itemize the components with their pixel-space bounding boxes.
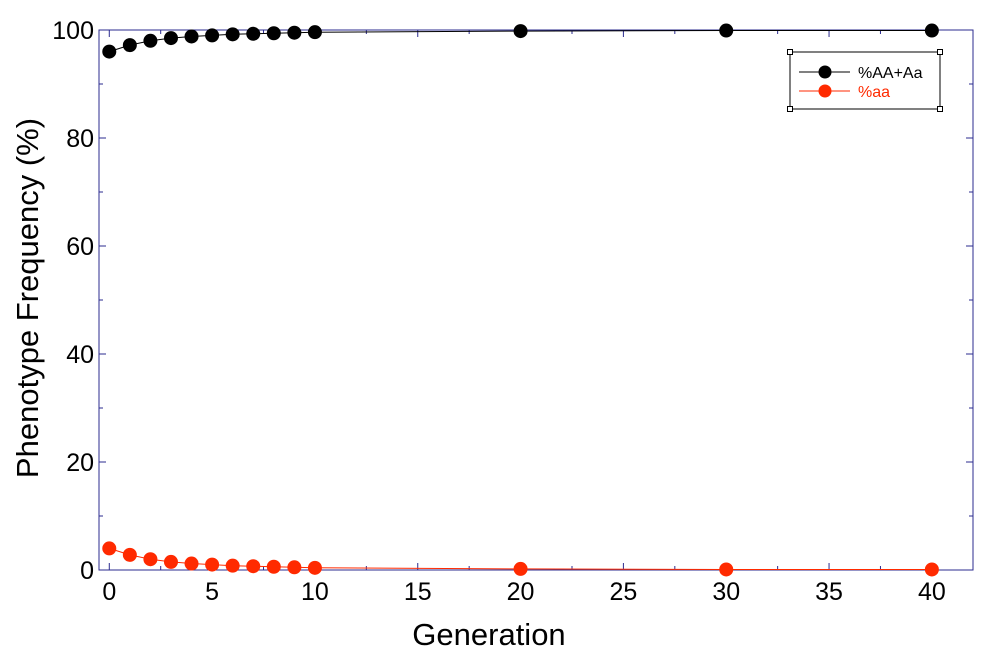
axis-tick-labels: 0 5 10 15 20 25 30 35 40 0 20 40 60 80 100: [52, 17, 945, 606]
data-point: [102, 44, 117, 59]
data-point: [246, 559, 261, 574]
series-dominant-phenotype: [102, 23, 939, 59]
plot-area-border: [98, 29, 974, 571]
data-point: [287, 25, 302, 40]
x-axis-title: Generation: [412, 617, 565, 652]
data-point: [225, 558, 240, 573]
x-tick-label: 20: [507, 578, 535, 606]
data-point: [719, 562, 734, 577]
data-point: [513, 561, 528, 576]
legend-marker: [818, 65, 832, 79]
x-tick-label: 15: [404, 578, 432, 606]
y-tick-label: 60: [66, 233, 94, 261]
data-point: [287, 560, 302, 575]
x-tick-label: 25: [609, 578, 637, 606]
x-tick-label: 40: [918, 578, 946, 606]
legend-label: %aa: [858, 84, 890, 101]
y-tick-label: 80: [66, 125, 94, 153]
data-point: [307, 560, 322, 575]
data-point: [163, 554, 178, 569]
data-point: [102, 541, 117, 556]
legend-marker: [818, 84, 832, 98]
data-point: [307, 25, 322, 40]
data-point: [924, 23, 939, 38]
legend-label: %AA+Aa: [858, 65, 923, 82]
data-point: [143, 552, 158, 567]
y-tick-label: 20: [66, 449, 94, 477]
data-point: [122, 38, 137, 53]
y-tick-label: 0: [80, 557, 94, 585]
legend-corner-handle: [937, 49, 943, 55]
data-point: [266, 559, 281, 574]
y-tick-label: 40: [66, 341, 94, 369]
data-point: [225, 27, 240, 42]
data-point: [205, 28, 220, 43]
data-point: [184, 29, 199, 44]
y-tick-label: 100: [52, 17, 94, 45]
x-tick-label: 30: [712, 578, 740, 606]
axis-ticks: [99, 29, 973, 571]
x-tick-label: 35: [815, 578, 843, 606]
legend-corner-handle: [787, 106, 793, 112]
series-layer: [102, 23, 939, 577]
data-point: [924, 562, 939, 577]
legend-corner-handle: [937, 106, 943, 112]
x-tick-label: 0: [102, 578, 116, 606]
data-point: [184, 556, 199, 571]
legend-corner-handle: [787, 49, 793, 55]
plot-frame: [98, 29, 974, 571]
legend-box: [789, 51, 941, 110]
data-point: [266, 26, 281, 41]
x-tick-label: 5: [205, 578, 219, 606]
data-point: [246, 26, 261, 41]
series-recessive-phenotype: [102, 541, 939, 577]
y-axis-title: Phenotype Frequency (%): [10, 118, 45, 478]
data-point: [513, 24, 528, 39]
data-point: [205, 557, 220, 572]
x-tick-label: 10: [301, 578, 329, 606]
data-point: [719, 23, 734, 38]
data-point: [143, 33, 158, 48]
data-point: [122, 547, 137, 562]
data-point: [163, 31, 178, 46]
legend: %AA+Aa %aa: [787, 49, 943, 112]
